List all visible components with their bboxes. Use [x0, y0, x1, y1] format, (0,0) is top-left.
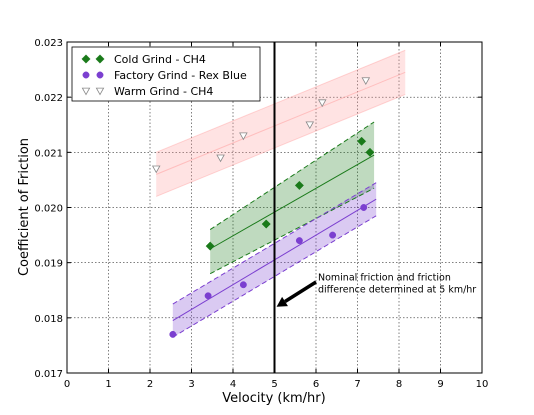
y-tick-label: 0.023 — [34, 38, 63, 49]
data-point — [151, 165, 161, 174]
data-point — [365, 147, 375, 157]
y-tick-label: 0.017 — [34, 369, 63, 380]
data-point — [169, 330, 177, 338]
x-tick-label: 10 — [476, 379, 489, 390]
annotation-arrow-shaft — [284, 280, 317, 303]
band-upper-edge — [156, 49, 406, 153]
x-tick-label: 1 — [105, 379, 111, 390]
x-tick-label: 6 — [313, 379, 319, 390]
legend-box — [71, 46, 261, 102]
data-point — [305, 121, 315, 130]
x-tick-label: 5 — [271, 379, 277, 390]
y-axis-label: Coefficient of Friction — [17, 138, 32, 276]
x-tick-label: 2 — [147, 379, 153, 390]
band-lower-edge — [156, 93, 406, 197]
legend-marker — [81, 87, 91, 96]
band-lower-edge — [209, 187, 375, 275]
legend-marker — [95, 54, 105, 64]
legend-label: Warm Grind - CH4 — [114, 85, 213, 98]
y-tick-label: 0.019 — [34, 259, 63, 270]
legend-marker — [81, 54, 91, 64]
data-point — [295, 237, 303, 245]
legend-label: Cold Grind - CH4 — [114, 53, 206, 66]
legend-marker — [96, 71, 104, 79]
annotation: Nominal friction and frictiondifference … — [276, 273, 476, 307]
data-points — [151, 77, 375, 338]
band-upper-edge — [209, 121, 375, 230]
data-point — [329, 231, 337, 239]
y-tick-label: 0.020 — [34, 204, 63, 215]
confidence-band — [210, 121, 375, 274]
data-point — [239, 281, 247, 289]
legend: Cold Grind - CH4 Factory Grind - Rex Blue… — [71, 46, 261, 102]
data-point — [261, 219, 271, 229]
data-point — [205, 241, 215, 251]
annotation-text: difference determined at 5 km/hr — [318, 285, 476, 296]
fit-lines — [156, 49, 406, 338]
legend-marker — [82, 71, 90, 79]
data-point — [204, 292, 212, 300]
x-tick-label: 8 — [396, 379, 402, 390]
fit-line — [156, 71, 406, 175]
x-tick-label: 9 — [437, 379, 443, 390]
data-point — [357, 136, 367, 146]
y-tick-label: 0.022 — [34, 93, 63, 104]
data-point — [216, 154, 225, 163]
y-tick-label: 0.018 — [34, 314, 63, 325]
x-axis-label: Velocity (km/hr) — [222, 391, 325, 406]
annotation-arrow-head — [276, 296, 288, 307]
x-tick-label: 4 — [230, 379, 236, 390]
legend-marker — [95, 87, 105, 96]
legend-label: Factory Grind - Rex Blue — [114, 69, 247, 82]
data-point — [294, 180, 304, 190]
x-tick-label: 0 — [64, 379, 70, 390]
annotation-text: Nominal friction and friction — [318, 273, 451, 284]
x-tick-label: 3 — [188, 379, 194, 390]
x-tick-label: 7 — [354, 379, 360, 390]
data-point — [317, 99, 327, 108]
data-point — [361, 77, 371, 86]
axis-ticks: 0 1 2 3 4 5 6 7 8 9 10 0.017 0.018 0.019 0.020 0.021 0.0… — [34, 38, 488, 390]
fit-line — [209, 154, 375, 250]
y-tick-label: 0.021 — [34, 148, 63, 159]
data-point — [239, 132, 248, 141]
data-point — [360, 204, 368, 211]
